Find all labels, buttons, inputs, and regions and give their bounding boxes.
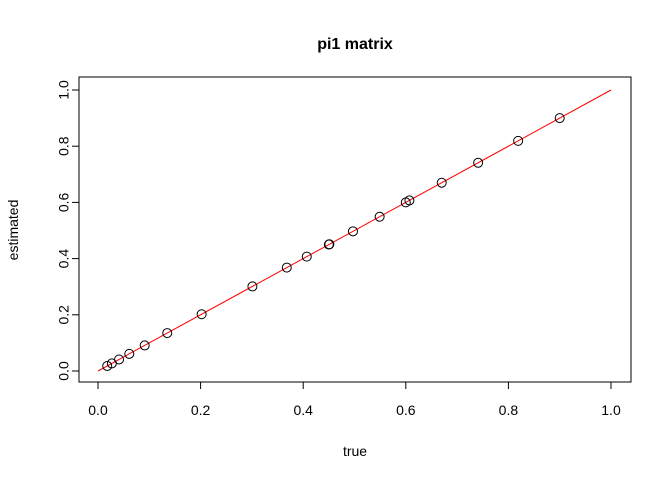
- data-point: [347, 226, 358, 237]
- x-tick-label: 0.0: [88, 402, 108, 418]
- data-point: [139, 340, 150, 351]
- data-point: [124, 348, 135, 359]
- data-point: [162, 328, 173, 339]
- data-point: [102, 360, 113, 371]
- y-tick-label: 0.6: [56, 192, 72, 212]
- y-tick-label: 0.0: [56, 361, 72, 381]
- identity-reference-line: [97, 89, 612, 372]
- data-point: [301, 251, 312, 262]
- x-tick-label: 0.6: [396, 402, 416, 418]
- y-tick-label: 0.4: [56, 249, 72, 269]
- x-tick-label: 0.8: [499, 402, 519, 418]
- data-point: [513, 135, 524, 146]
- y-tick-label: 0.2: [56, 305, 72, 325]
- data-point: [473, 157, 484, 168]
- x-tick-label: 1.0: [601, 402, 621, 418]
- x-tick-label: 0.2: [191, 402, 211, 418]
- data-point: [281, 262, 292, 273]
- y-axis: 0.0 0.2 0.4 0.6 0.8 1.0: [56, 80, 80, 381]
- x-tick-label: 0.4: [293, 402, 313, 418]
- data-point: [374, 211, 385, 222]
- data-point: [436, 177, 447, 188]
- data-point: [196, 309, 207, 320]
- y-axis-label: estimated: [5, 200, 21, 261]
- data-point: [324, 239, 335, 250]
- data-point: [554, 113, 565, 124]
- y-tick-label: 1.0: [56, 80, 72, 100]
- x-axis: 0.0 0.2 0.4 0.6 0.8 1.0: [88, 381, 621, 418]
- y-tick-label: 0.8: [56, 136, 72, 156]
- data-point: [404, 195, 415, 206]
- x-axis-label: true: [343, 443, 367, 459]
- reference-line-layer: [97, 89, 612, 372]
- data-point: [247, 281, 258, 292]
- chart-title: pi1 matrix: [317, 36, 393, 53]
- points-layer: [102, 113, 565, 371]
- data-point: [114, 354, 125, 365]
